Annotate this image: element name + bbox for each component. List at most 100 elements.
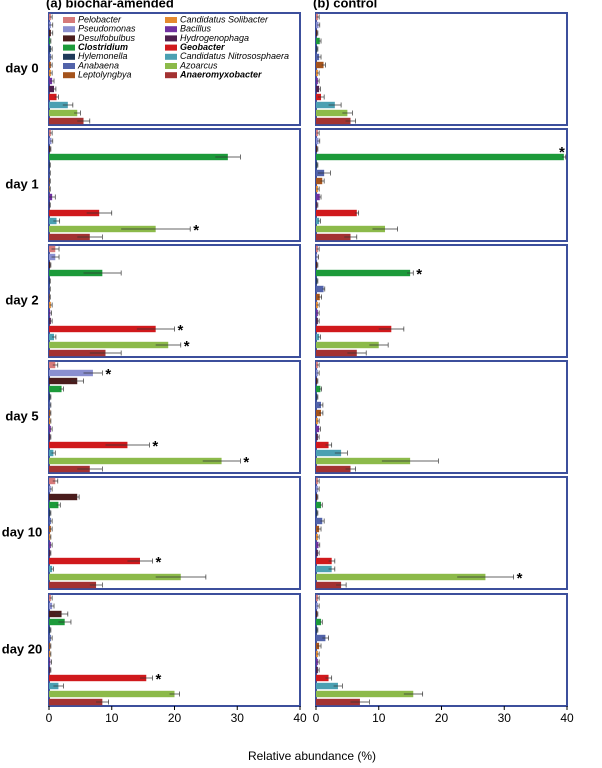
bar [316, 225, 386, 233]
bar [49, 501, 59, 509]
x-tick-label: 40 [293, 711, 307, 725]
legend-label: Anabaena [77, 60, 119, 70]
bar [49, 93, 57, 101]
bar [316, 385, 321, 393]
bar [49, 449, 54, 457]
bar [316, 269, 411, 277]
row-label: day 0 [5, 60, 38, 75]
significance-marker: * [152, 438, 158, 455]
bar [316, 285, 324, 293]
significance-marker: * [416, 266, 422, 283]
panel-title: (a) biochar-amended [46, 0, 174, 10]
bar [316, 117, 351, 125]
bar [316, 325, 392, 333]
bar [316, 581, 342, 589]
x-tick-label: 10 [105, 711, 119, 725]
x-tick-label: 0 [313, 711, 320, 725]
legend-swatch [165, 26, 177, 33]
bar [316, 333, 320, 341]
legend-label: Hydrogenophaga [180, 33, 249, 43]
bar [316, 341, 379, 349]
bar [316, 217, 320, 225]
legend-swatch [165, 53, 177, 60]
x-tick-label: 10 [372, 711, 386, 725]
legend-swatch [165, 17, 177, 23]
x-tick-label: 30 [498, 711, 512, 725]
bar [316, 557, 332, 565]
x-tick-label: 0 [46, 711, 53, 725]
bar [49, 690, 175, 698]
bar [49, 137, 52, 145]
legend-swatch [165, 44, 177, 51]
legend-swatch [63, 35, 75, 42]
bar [49, 477, 56, 485]
panel-frame [48, 244, 301, 358]
x-tick-label: 30 [231, 711, 245, 725]
panel-title: (b) control [313, 0, 377, 10]
x-tick-label: 20 [435, 711, 449, 725]
bar [316, 209, 357, 217]
bar [49, 269, 103, 277]
significance-marker: * [184, 338, 190, 355]
row-label: day 10 [2, 524, 42, 539]
legend-label: Anaeromyxobacter [179, 70, 262, 80]
bar [316, 449, 342, 457]
x-axis-label: Relative abundance (%) [248, 749, 376, 763]
bar [316, 37, 320, 45]
legend-swatch [63, 63, 75, 69]
legend-swatch [165, 63, 177, 69]
bar [49, 225, 156, 233]
bar [49, 361, 56, 369]
bar [316, 153, 564, 161]
row-label: day 1 [5, 176, 38, 191]
panel-frame [48, 476, 301, 590]
panel-frame [315, 244, 568, 358]
bar [316, 425, 320, 433]
legend-label: Geobacter [180, 42, 225, 52]
significance-marker: * [193, 222, 199, 239]
bar [316, 690, 414, 698]
bar [49, 581, 97, 589]
bar [316, 698, 360, 706]
bar [49, 618, 65, 626]
bar [316, 101, 335, 109]
legend-label: Azoarcus [179, 60, 218, 70]
bar [49, 109, 78, 117]
significance-marker: * [156, 554, 162, 571]
bar [316, 193, 320, 201]
x-tick-label: 40 [560, 711, 574, 725]
legend-label: Desulfobulbus [78, 33, 136, 43]
panel-frame [48, 12, 301, 126]
legend-label: Leptolyngbya [78, 70, 132, 80]
panel-frame [48, 593, 301, 707]
bar [316, 233, 351, 241]
bar [49, 377, 78, 385]
bar [49, 565, 53, 573]
bar [316, 682, 338, 690]
bar [316, 565, 332, 573]
significance-marker: * [243, 454, 249, 471]
bar [316, 401, 322, 409]
bar [49, 85, 55, 93]
bar [49, 674, 147, 682]
legend-swatch [63, 72, 75, 79]
bar [49, 117, 84, 125]
bar [49, 465, 90, 473]
legend-label: Clostridium [78, 42, 128, 52]
bar [316, 634, 326, 642]
bar [316, 573, 486, 581]
bar [49, 457, 222, 465]
bar [316, 457, 411, 465]
bar [49, 557, 140, 565]
bar [49, 233, 90, 241]
panel-frame [315, 593, 568, 707]
legend-swatch [63, 26, 75, 33]
legend-swatch [63, 17, 75, 23]
bar [316, 465, 351, 473]
bar [316, 618, 322, 626]
bar [49, 333, 55, 341]
significance-marker: * [156, 671, 162, 688]
bar [316, 109, 348, 117]
bar [49, 349, 106, 357]
